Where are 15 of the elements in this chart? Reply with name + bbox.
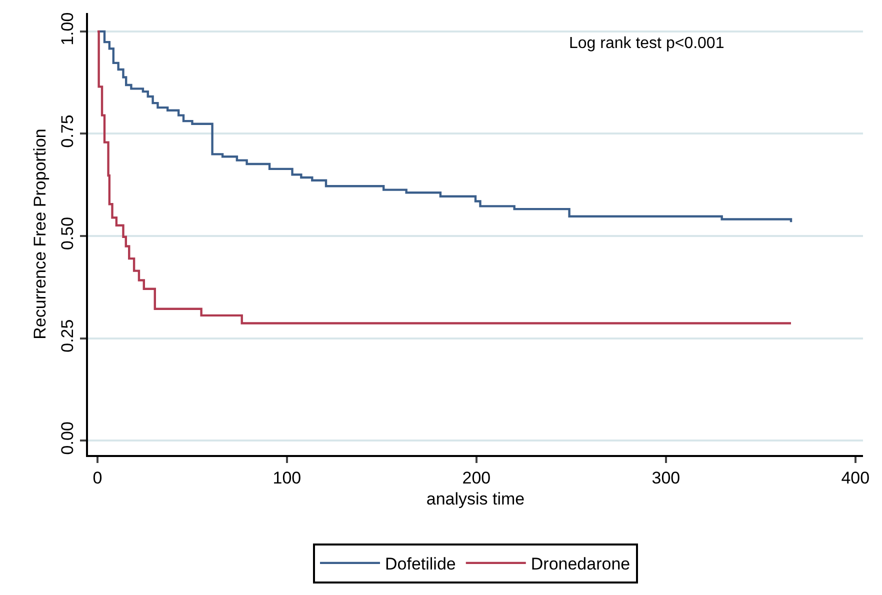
x-tick-label: 400 [841, 468, 870, 488]
legend-label: Dofetilide [385, 554, 456, 574]
x-tick-label: 300 [652, 468, 680, 488]
x-tick-label: 0 [92, 468, 102, 488]
x-tick-label: 200 [462, 468, 491, 488]
y-tick-label: 0.75 [58, 114, 78, 148]
y-tick-label: 1.00 [58, 12, 78, 46]
annotation: Log rank test p<0.001 [569, 35, 724, 52]
legend-label: Dronedarone [530, 554, 630, 574]
y-tick-label: 0.00 [58, 422, 78, 455]
x-axis-title: analysis time [426, 489, 525, 508]
y-tick-label: 0.25 [58, 319, 78, 352]
y-tick-label: 0.50 [58, 216, 78, 250]
y-axis-title: Recurrence Free Proportion [30, 128, 50, 340]
x-tick-label: 100 [272, 468, 302, 488]
